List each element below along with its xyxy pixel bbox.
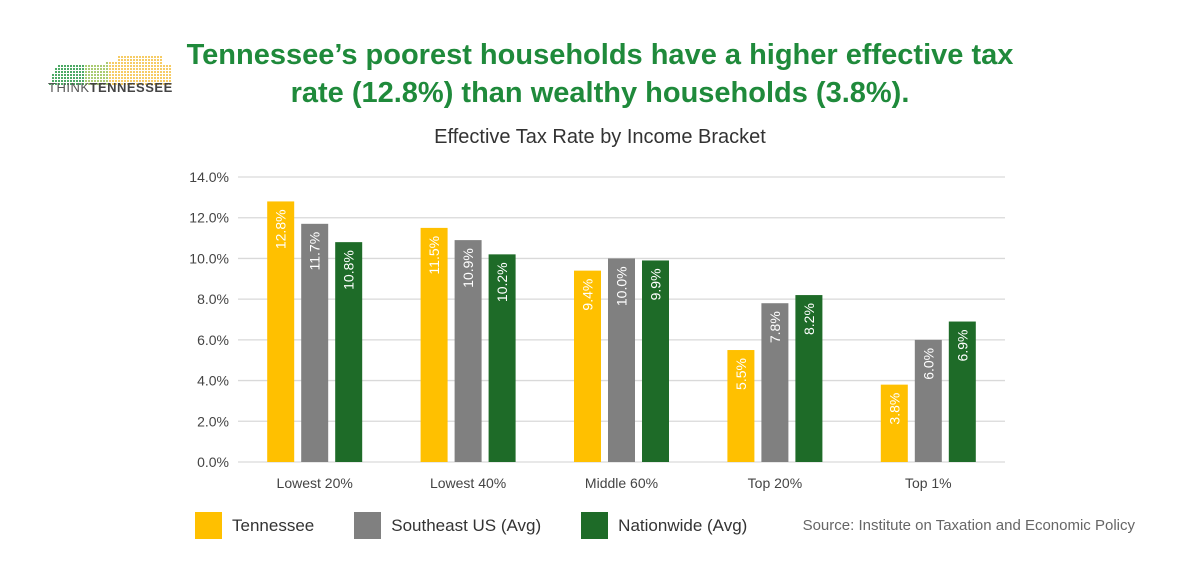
legend-label: Tennessee: [232, 515, 315, 535]
x-tick-label: Top 20%: [748, 475, 802, 491]
y-tick-label: 4.0%: [197, 373, 229, 389]
data-label: 10.0%: [614, 266, 630, 306]
legend-swatch: [581, 512, 609, 539]
legend-swatch: [354, 512, 382, 539]
legend-swatch: [195, 512, 222, 539]
headline: Tennessee’s poorest households have a hi…: [186, 39, 1014, 109]
data-label: 6.9%: [954, 330, 970, 362]
bar: [761, 303, 789, 462]
bar: [420, 227, 448, 462]
think-tennessee-logo: [49, 56, 171, 85]
data-label: 7.8%: [767, 311, 783, 343]
x-tick-label: Lowest 40%: [430, 475, 506, 491]
x-tick-label: Lowest 20%: [277, 475, 353, 491]
bar: [795, 295, 823, 462]
chart-title: Effective Tax Rate by Income Bracket: [434, 126, 766, 148]
legend-item-tennessee: Tennessee: [195, 512, 314, 539]
y-tick-label: 6.0%: [197, 332, 229, 348]
legend-item-nationwide: Nationwide (Avg): [581, 512, 747, 539]
y-tick-label: 14.0%: [189, 169, 229, 185]
bar: [301, 223, 329, 462]
data-label: 12.8%: [273, 209, 289, 249]
data-label: 9.9%: [648, 268, 664, 300]
y-tick-label: 2.0%: [197, 413, 229, 429]
data-label: 11.5%: [426, 236, 442, 275]
data-label: 5.5%: [733, 358, 749, 390]
legend: Tennessee Southeast US (Avg) Nationwide …: [195, 512, 787, 539]
bar: [608, 258, 635, 462]
data-label: 10.9%: [460, 248, 476, 288]
bar: [642, 260, 669, 462]
source-note: Source: Institute on Taxation and Econom…: [802, 517, 1135, 534]
y-tick-label: 8.0%: [197, 291, 229, 307]
bar: [880, 384, 908, 462]
y-tick-label: 10.0%: [189, 250, 229, 266]
legend-label: Southeast US (Avg): [391, 515, 542, 535]
data-label: 8.2%: [801, 303, 817, 335]
legend-item-southeast: Southeast US (Avg): [354, 512, 541, 539]
x-tick-label: Middle 60%: [585, 475, 658, 491]
data-label: 6.0%: [920, 348, 936, 380]
bar: [948, 321, 976, 462]
data-label: 3.8%: [886, 393, 902, 425]
data-label: 9.4%: [580, 279, 596, 311]
data-label: 11.7%: [307, 232, 323, 271]
data-label: 10.8%: [341, 250, 357, 290]
legend-label: Nationwide (Avg): [618, 515, 748, 535]
data-label: 10.2%: [494, 262, 510, 302]
y-tick-label: 0.0%: [197, 454, 229, 470]
bar: [488, 254, 516, 462]
y-tick-label: 12.0%: [189, 210, 229, 226]
bar: [574, 270, 601, 462]
bar: [914, 339, 942, 462]
bar: [727, 350, 755, 462]
bar: [267, 201, 295, 462]
logo-text: THINKTENNESSEE: [48, 80, 173, 95]
bar: [454, 240, 482, 462]
bar: [335, 242, 363, 462]
x-tick-label: Top 1%: [905, 475, 952, 491]
